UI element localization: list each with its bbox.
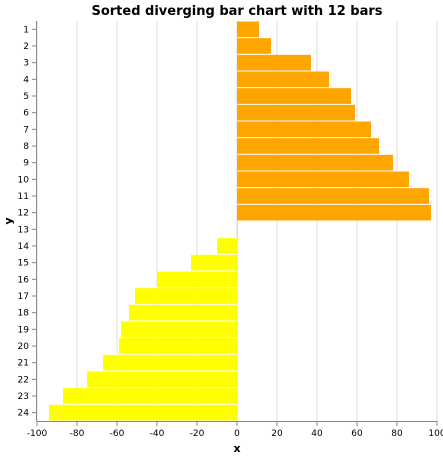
bar (217, 238, 237, 254)
y-axis-title: y (2, 217, 15, 224)
x-tick-label: -80 (70, 429, 85, 439)
bar (237, 154, 393, 171)
y-tick-label: 19 (18, 325, 30, 335)
y-tick-label: 6 (23, 109, 29, 119)
y-tick-label: 3 (23, 59, 29, 69)
x-tick-label: 40 (311, 429, 323, 439)
y-tick-label: 18 (18, 309, 30, 319)
bar (237, 204, 431, 221)
bar (157, 271, 237, 288)
x-tick-label: 80 (391, 429, 403, 439)
y-tick-label: 2 (23, 42, 29, 52)
y-tick-label: 24 (18, 409, 30, 419)
bar (237, 54, 311, 71)
bar (121, 321, 237, 338)
y-tick-label: 17 (18, 292, 29, 302)
bar (103, 354, 237, 371)
bar (237, 188, 429, 204)
y-tick-label: 12 (18, 209, 29, 219)
bar (49, 404, 237, 421)
bar (237, 38, 271, 54)
y-tick-label: 4 (23, 75, 29, 85)
x-tick-label: -40 (150, 429, 165, 439)
x-tick-label: 60 (351, 429, 363, 439)
y-tick-label: 7 (23, 125, 29, 135)
x-axis-title: x (233, 442, 240, 455)
y-tick-label: 8 (23, 142, 29, 152)
y-tick-label: 22 (18, 375, 29, 385)
bar (237, 88, 351, 104)
bar (237, 171, 409, 188)
y-tick-label: 20 (18, 342, 30, 352)
y-tick-label: 11 (18, 192, 29, 202)
y-tick-label: 15 (18, 259, 29, 269)
bar (237, 138, 379, 154)
y-tick-label: 16 (18, 275, 30, 285)
x-tick-label: -60 (110, 429, 125, 439)
x-tick-label: -100 (27, 429, 48, 439)
y-tick-label: 5 (23, 92, 29, 102)
bar (119, 338, 237, 354)
y-tick-label: 13 (18, 225, 29, 235)
y-tick-label: 10 (18, 175, 30, 185)
bar (237, 221, 238, 238)
grid-layer (36, 21, 438, 421)
x-tick-label: 20 (271, 429, 283, 439)
y-tick-label: 14 (18, 242, 30, 252)
bar (129, 304, 237, 321)
x-tick-label: 0 (234, 429, 240, 439)
bar (63, 388, 237, 404)
bar (237, 121, 371, 138)
bar (237, 21, 259, 38)
bar (87, 371, 237, 388)
chart-title: Sorted diverging bar chart with 12 bars (91, 4, 382, 19)
bar (237, 104, 355, 121)
bar (135, 288, 237, 304)
y-tick-label: 23 (18, 392, 29, 402)
y-tick-label: 1 (23, 25, 29, 35)
x-tick-label: -20 (190, 429, 205, 439)
bar (191, 254, 237, 271)
bars-layer (49, 21, 431, 421)
y-tick-label: 9 (23, 159, 29, 169)
axes-layer: -100 -80 -60 -40 -20 0 20 40 60 80 100123456789101… (18, 21, 443, 439)
y-tick-label: 21 (18, 359, 29, 369)
bar (237, 71, 329, 88)
x-tick-label: 100 (428, 429, 443, 439)
